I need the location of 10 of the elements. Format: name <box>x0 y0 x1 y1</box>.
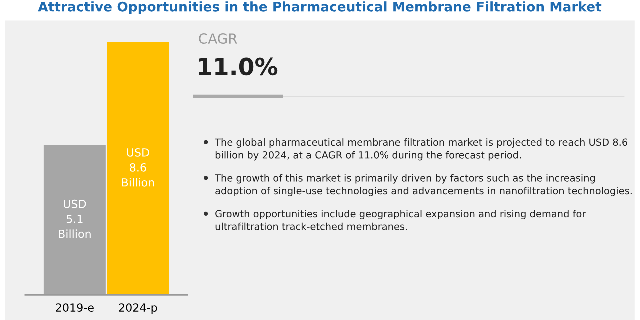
x-tick-label: 2019-e <box>56 304 94 312</box>
data-label: USD 8.6 Billion <box>122 148 154 187</box>
text: Growth opportunities include geographical expansion and rising demand for ultrafiltration track-etched membranes. <box>216 210 586 230</box>
text: The growth of this market is primarily driven by factors such as the increasing adoption of single-use technologies and advancements in nanofiltration technologies. <box>215 174 632 196</box>
x-tick-label: 2024-p <box>119 304 158 314</box>
text: Attractive Opportunities in the Pharmaceutical Membrane Filtration Market <box>38 2 602 14</box>
data-label: USD 5.1 Billion <box>59 200 91 238</box>
text: CAGR <box>199 34 238 44</box>
text: 11.0% <box>199 58 278 76</box>
text: The global pharmaceutical membrane filtration market is projected to reach USD 8.6 billion by 2024, at a CAGR of 11.0% during the forecast period. <box>215 138 628 161</box>
